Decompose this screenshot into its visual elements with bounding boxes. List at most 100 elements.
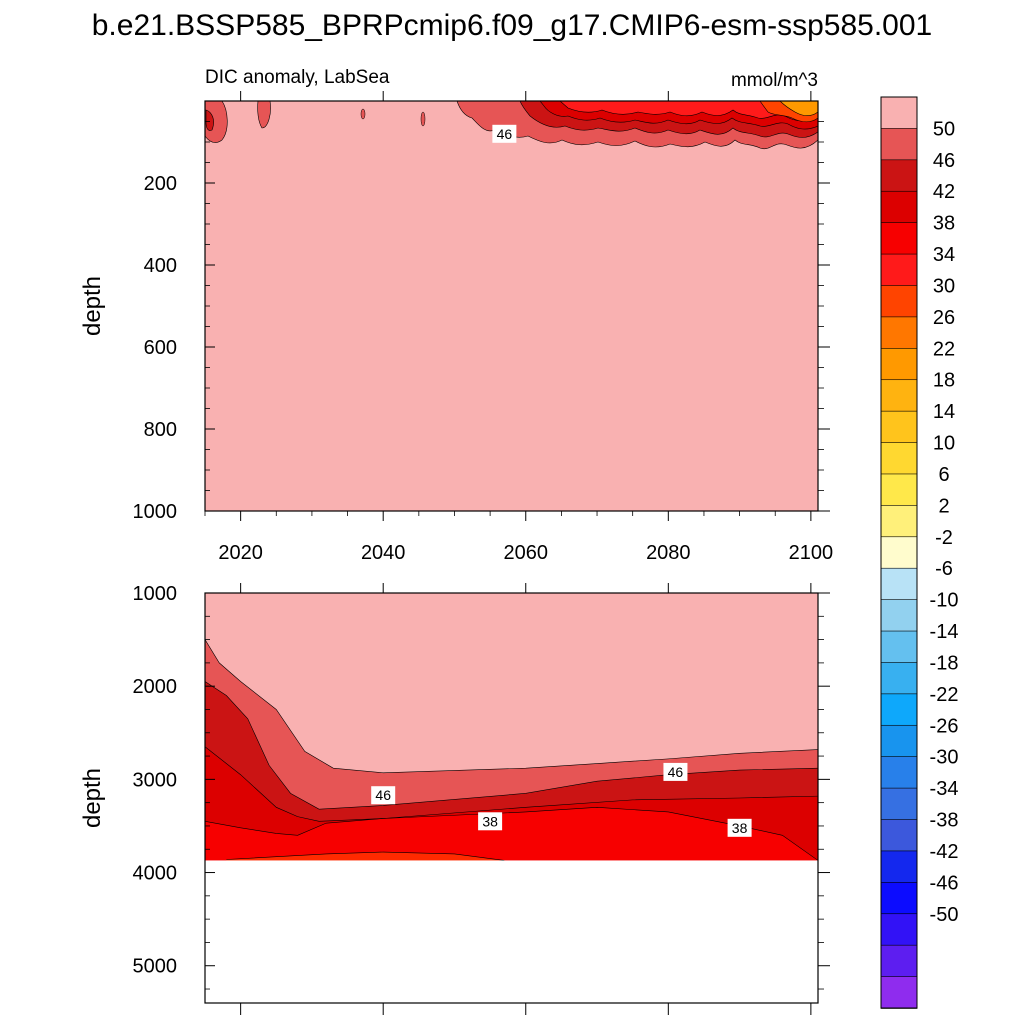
colorbar-swatch xyxy=(880,787,918,821)
colorbar-swatch xyxy=(880,442,918,475)
figure-title: b.e21.BSSP585_BPRPcmip6.f09_g17.CMIP6-es… xyxy=(92,9,932,42)
colorbar-label: 6 xyxy=(938,464,949,486)
colorbar-label: -6 xyxy=(935,558,953,580)
y-tick-label: 5000 xyxy=(133,956,178,978)
contour-label-box xyxy=(478,812,503,831)
colorbar-swatch xyxy=(880,599,918,632)
upper-y-tick-labels: 200 400 600 800 1000 xyxy=(133,173,178,523)
contour-label: 46 xyxy=(375,787,391,803)
colorbar-label: -10 xyxy=(930,590,959,612)
colorbar-swatch xyxy=(880,850,918,884)
upper-ticks xyxy=(204,91,830,521)
contour-label: 46 xyxy=(497,126,513,142)
colorbar-label: -26 xyxy=(930,715,959,737)
colorbar-swatch xyxy=(880,662,918,695)
colorbar-swatch xyxy=(880,976,918,1009)
colorbar-swatch xyxy=(880,756,918,789)
colorbar-swatch xyxy=(880,724,918,758)
surface-blip-2035 xyxy=(360,108,366,120)
x-tick-label: 2020 xyxy=(218,542,263,564)
colorbar-swatch xyxy=(880,96,918,130)
colorbar-swatch xyxy=(880,536,918,570)
colorbar-swatch xyxy=(880,473,918,507)
colorbar-swatch xyxy=(880,882,918,915)
colorbar-label: 34 xyxy=(933,244,955,266)
y-tick-label: 400 xyxy=(144,255,177,277)
colorbar-swatch xyxy=(880,379,918,412)
lower-frame xyxy=(204,592,819,1004)
colorbar-label: 46 xyxy=(933,150,955,172)
colorbar-label: 18 xyxy=(933,370,955,392)
colorbar-label: 50 xyxy=(933,118,955,140)
colorbar-label: -18 xyxy=(930,652,959,674)
colorbar-label: -50 xyxy=(930,904,959,926)
y-tick-label: 600 xyxy=(144,337,177,359)
upper-contour-labels: 46 xyxy=(492,124,517,143)
contour-label-box xyxy=(663,762,688,781)
colorbar-label: -2 xyxy=(935,527,953,549)
colorbar-label: -38 xyxy=(930,810,959,832)
colorbar-label: -46 xyxy=(930,872,959,894)
contour-label: 38 xyxy=(482,813,498,829)
x-tick-label: 2060 xyxy=(504,542,549,564)
colorbar-label: 42 xyxy=(933,181,955,203)
colorbar-label: -34 xyxy=(930,778,959,800)
upper-panel: 200 400 600 800 1000 2020 2040 2060 2080 2100 de… xyxy=(79,91,833,564)
upper-plot-area xyxy=(205,101,818,511)
upper-background-fill xyxy=(205,101,818,511)
lower-contour-labels: 46 38 46 38 xyxy=(371,762,752,837)
surface-band-22 xyxy=(779,101,818,117)
colorbar-label: 30 xyxy=(933,275,955,297)
contour-line-50 xyxy=(205,639,818,774)
colorbar-swatch xyxy=(880,693,918,727)
contour-label: 38 xyxy=(732,820,748,836)
x-tick-label: 2080 xyxy=(646,542,691,564)
contour-label-box xyxy=(371,786,396,805)
surface-blob-left xyxy=(205,101,228,143)
colorbar-swatch xyxy=(880,128,918,161)
colorbar-swatch xyxy=(880,348,918,381)
colorbar-swatch xyxy=(880,630,918,664)
y-tick-label: 1000 xyxy=(133,501,178,523)
lower-panel: 1000 2000 3000 4000 5000 depth 46 38 46 38 xyxy=(79,583,830,1015)
colorbar-label: 10 xyxy=(933,433,955,455)
contour-label-box xyxy=(492,124,517,143)
upper-x-tick-labels: 2020 2040 2060 2080 2100 xyxy=(218,542,833,564)
colorbar-swatch xyxy=(880,567,918,601)
lower-missing-region xyxy=(205,860,818,1003)
colorbar-swatch xyxy=(880,222,918,255)
contour-label-box xyxy=(727,818,752,837)
colorbar-label: -22 xyxy=(930,684,959,706)
y-tick-label: 800 xyxy=(144,419,177,441)
lower-y-tick-labels: 1000 2000 3000 4000 5000 xyxy=(133,583,178,978)
colorbar-label: 2 xyxy=(938,495,949,517)
surface-blip-2046 xyxy=(420,111,426,127)
lower-y-axis-label: depth xyxy=(79,768,106,828)
colorbar-label: -42 xyxy=(930,841,959,863)
colorbar-swatch xyxy=(880,819,918,852)
colorbar-swatch xyxy=(880,316,918,350)
y-tick-label: 1000 xyxy=(133,583,178,605)
colorbar-frame xyxy=(880,96,918,1009)
x-tick-label: 2040 xyxy=(361,542,406,564)
lower-ticks xyxy=(205,583,830,1015)
colorbar-swatch xyxy=(880,505,918,538)
colorbar-label: 38 xyxy=(933,213,955,235)
lower-plot-area xyxy=(205,593,818,1003)
colorbar-label: 26 xyxy=(933,307,955,329)
contour-line-34 xyxy=(226,851,505,861)
y-tick-label: 2000 xyxy=(133,676,178,698)
x-tick-label: 2100 xyxy=(789,542,834,564)
subtitle-left: DIC anomaly, LabSea xyxy=(205,67,390,88)
colorbar-swatch xyxy=(880,944,918,978)
upper-y-axis-label: depth xyxy=(79,276,106,336)
colorbar-label: -30 xyxy=(930,747,959,769)
colorbar-swatch xyxy=(880,159,918,193)
surface-blob-left-core xyxy=(205,109,214,131)
colorbar-swatch xyxy=(880,913,918,946)
y-tick-label: 200 xyxy=(144,173,177,195)
colorbar-label: 22 xyxy=(933,338,955,360)
colorbar-label: 14 xyxy=(933,401,955,423)
contour-line-42 xyxy=(205,746,818,822)
